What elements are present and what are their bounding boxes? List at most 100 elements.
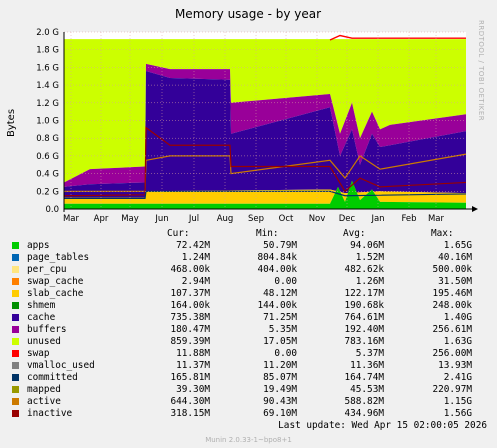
y-tick-label: 0.6 G bbox=[36, 152, 59, 162]
legend-cur-value: 165.81M bbox=[170, 372, 210, 383]
legend-cur-value: 39.30M bbox=[176, 384, 210, 395]
legend-cur-value: 11.37M bbox=[176, 360, 210, 371]
legend-max-value: 220.97M bbox=[432, 384, 472, 395]
x-tick-label: Oct bbox=[279, 214, 294, 224]
series-areas bbox=[64, 39, 466, 209]
legend-row-inactive: inactive 318.15M 69.10M 434.96M 1.56G bbox=[12, 408, 482, 420]
legend-swatch bbox=[12, 314, 19, 321]
legend-swatch bbox=[12, 278, 19, 285]
y-tick-label: 0.2 G bbox=[36, 187, 59, 197]
legend-max-value: 1.65G bbox=[443, 240, 472, 251]
legend-min-value: 19.49M bbox=[263, 384, 297, 395]
x-tick-label: Jan bbox=[370, 214, 384, 224]
legend-swatch bbox=[12, 410, 19, 417]
x-tick-label: Mar bbox=[63, 214, 80, 224]
legend-max-value: 195.46M bbox=[432, 288, 472, 299]
legend-series-name: per_cpu bbox=[27, 264, 67, 275]
x-tick-label: Nov bbox=[309, 214, 326, 224]
legend-cur-value: 735.38M bbox=[170, 312, 210, 323]
legend-min-value: 48.12M bbox=[263, 288, 297, 299]
legend-row-unused: unused 859.39M 17.05M 783.16M 1.63G bbox=[12, 336, 482, 348]
y-tick-label: 0.8 G bbox=[36, 134, 59, 144]
legend-cur-value: 1.24M bbox=[181, 252, 210, 263]
legend-swatch bbox=[12, 290, 19, 297]
legend-avg-value: 192.40M bbox=[344, 324, 384, 335]
legend-header-max: Max: bbox=[431, 228, 454, 239]
legend-min-value: 404.00k bbox=[257, 264, 297, 275]
y-tick-label: 0.4 G bbox=[36, 170, 59, 180]
legend-series-name: slab_cache bbox=[27, 288, 84, 299]
legend-row-buffers: buffers 180.47M 5.35M 192.40M 256.61M bbox=[12, 324, 482, 336]
legend-cur-value: 164.00k bbox=[170, 300, 210, 311]
legend-row-cache: cache 735.38M 71.25M 764.61M 1.40G bbox=[12, 312, 482, 324]
y-tick-label: 1.8 G bbox=[36, 46, 59, 56]
x-tick-labels: Mar Apr May Jun Jul Aug Sep Oct Nov Dec Jan Feb Mar bbox=[63, 214, 445, 224]
legend-row-mapped: mapped 39.30M 19.49M 45.53M 220.97M bbox=[12, 384, 482, 396]
legend-cur-value: 72.42M bbox=[176, 240, 210, 251]
legend-avg-value: 94.06M bbox=[350, 240, 384, 251]
y-tick-label: 1.2 G bbox=[36, 99, 59, 109]
legend-row-page_tables: page_tables 1.24M 804.84k 1.52M 40.16M bbox=[12, 252, 482, 264]
legend-max-value: 1.40G bbox=[443, 312, 472, 323]
legend-header-min: Min: bbox=[256, 228, 279, 239]
unused-area bbox=[64, 39, 466, 183]
x-tick-label: Dec bbox=[339, 214, 356, 224]
legend-min-value: 11.20M bbox=[263, 360, 297, 371]
legend-swatch bbox=[12, 242, 19, 249]
legend-cur-value: 318.15M bbox=[170, 408, 210, 419]
x-tick-label: Aug bbox=[217, 214, 234, 224]
legend-max-value: 40.16M bbox=[438, 252, 472, 263]
legend-max-value: 256.61M bbox=[432, 324, 472, 335]
legend-avg-value: 482.62k bbox=[344, 264, 384, 275]
legend-avg-value: 11.36M bbox=[350, 360, 384, 371]
y-tick-label: 1.0 G bbox=[36, 117, 59, 127]
legend-swatch bbox=[12, 386, 19, 393]
legend-row-slab_cache: slab_cache 107.37M 48.12M 122.17M 195.46M bbox=[12, 288, 482, 300]
legend-swatch bbox=[12, 266, 19, 273]
legend-cur-value: 644.30M bbox=[170, 396, 210, 407]
x-tick-label: Feb bbox=[401, 214, 416, 224]
y-tick-label: 1.4 G bbox=[36, 81, 59, 91]
buffers-area bbox=[64, 63, 466, 187]
x-tick-label: Mar bbox=[428, 214, 445, 224]
legend-avg-value: 588.82M bbox=[344, 396, 384, 407]
legend-row-per_cpu: per_cpu 468.00k 404.00k 482.62k 500.00k bbox=[12, 264, 482, 276]
legend-min-value: 71.25M bbox=[263, 312, 297, 323]
legend-cur-value: 2.94M bbox=[181, 276, 210, 287]
legend-min-value: 144.00k bbox=[257, 300, 297, 311]
legend-row-vmalloc_used: vmalloc_used 11.37M 11.20M 11.36M 13.93M bbox=[12, 360, 482, 372]
legend-row-apps: apps 72.42M 50.79M 94.06M 1.65G bbox=[12, 240, 482, 252]
legend-cur-value: 180.47M bbox=[170, 324, 210, 335]
legend-series-name: unused bbox=[27, 336, 61, 347]
legend-header-avg: Avg: bbox=[343, 228, 366, 239]
legend-min-value: 50.79M bbox=[263, 240, 297, 251]
cache-area bbox=[64, 70, 466, 198]
legend-min-value: 69.10M bbox=[263, 408, 297, 419]
y-tick-labels: 0.0 0.2 G 0.4 G 0.6 G 0.8 G 1.0 G 1.2 G 1.4 G 1.… bbox=[36, 28, 59, 215]
legend-series-name: committed bbox=[27, 372, 78, 383]
legend-swatch bbox=[12, 350, 19, 357]
last-update: Last update: Wed Apr 15 02:00:05 2026 bbox=[278, 420, 487, 431]
rrdtool-credit: RRDTOOL / TOBI OETIKER bbox=[477, 20, 485, 122]
x-tick-label: May bbox=[121, 214, 139, 224]
legend-cur-value: 859.39M bbox=[170, 336, 210, 347]
legend-max-value: 1.63G bbox=[443, 336, 472, 347]
legend-series-name: apps bbox=[27, 240, 50, 251]
legend-min-value: 17.05M bbox=[263, 336, 297, 347]
legend-max-value: 31.50M bbox=[438, 276, 472, 287]
grid-lines bbox=[64, 31, 466, 209]
y-axis-label: Bytes bbox=[6, 109, 17, 137]
legend-series-name: vmalloc_used bbox=[27, 360, 95, 371]
legend-cur-value: 107.37M bbox=[170, 288, 210, 299]
legend-series-name: mapped bbox=[27, 384, 61, 395]
legend-avg-value: 45.53M bbox=[350, 384, 384, 395]
y-tick-label: 0.0 bbox=[45, 205, 59, 215]
munin-version: Munin 2.0.33-1~bpo8+1 bbox=[205, 436, 292, 444]
legend-row-committed: committed 165.81M 85.07M 164.74M 2.41G bbox=[12, 372, 482, 384]
legend-max-value: 256.00M bbox=[432, 348, 472, 359]
legend-min-value: 90.43M bbox=[263, 396, 297, 407]
legend-series-name: shmem bbox=[27, 300, 56, 311]
legend-min-value: 0.00 bbox=[274, 348, 297, 359]
legend-avg-value: 783.16M bbox=[344, 336, 384, 347]
